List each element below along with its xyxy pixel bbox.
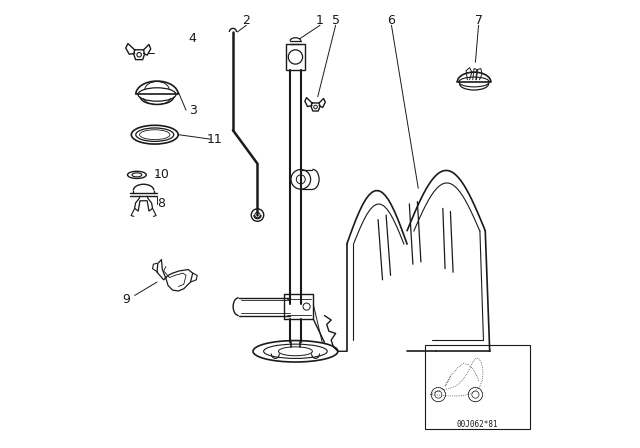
Text: 00J062*81: 00J062*81 (456, 420, 499, 429)
Text: 9: 9 (122, 293, 130, 306)
Text: 11: 11 (207, 133, 223, 146)
Text: 8: 8 (157, 198, 166, 211)
Text: 2: 2 (243, 14, 250, 27)
Text: 4: 4 (189, 32, 196, 45)
Text: 7: 7 (474, 14, 483, 27)
Text: 10: 10 (154, 168, 170, 181)
FancyBboxPatch shape (285, 44, 305, 70)
Text: 1: 1 (316, 14, 324, 27)
Text: 3: 3 (189, 103, 196, 116)
Text: 5: 5 (332, 14, 340, 27)
Text: 6: 6 (388, 14, 396, 27)
Bar (425, 345, 530, 430)
